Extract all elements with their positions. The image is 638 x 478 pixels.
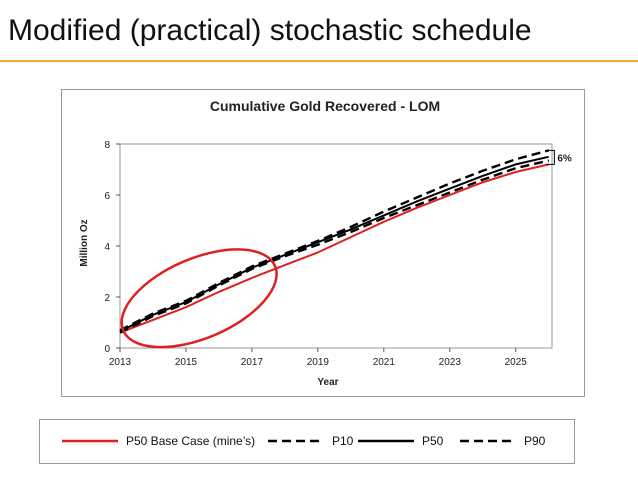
legend-swatch-p90 (460, 439, 516, 443)
x-tick-label: 2019 (307, 357, 330, 368)
series-line-1 (119, 159, 549, 334)
y-tick-label: 4 (104, 242, 110, 253)
x-tick-label: 2017 (241, 357, 264, 368)
legend-swatch-p50 (358, 439, 414, 443)
highlight-ellipse (120, 248, 278, 349)
y-tick-label: 6 (104, 191, 110, 202)
range-bracket (546, 149, 555, 165)
legend-label-p90: P90 (524, 434, 546, 448)
legend: P50 Base Case (mine’s) P10 P50 P90 (39, 419, 575, 464)
y-tick-label: 2 (104, 293, 110, 304)
legend-label-p10: P10 (332, 434, 354, 448)
legend-swatch-p10 (268, 439, 324, 443)
x-tick-label: 2021 (373, 357, 396, 368)
y-tick-label: 0 (104, 344, 110, 355)
legend-swatch-p50-base (62, 439, 118, 443)
chart-frame: Cumulative Gold Recovered - LOM Million … (61, 89, 585, 397)
range-bracket-label: 6% (557, 153, 572, 164)
y-axis-label: Million Oz (79, 219, 90, 266)
x-tick-label: 2023 (439, 357, 462, 368)
title-rule (0, 60, 638, 62)
x-axis-label: Year (317, 377, 338, 388)
slide-title: Modified (practical) stochastic schedule (8, 14, 532, 47)
x-tick-label: 2025 (505, 357, 528, 368)
legend-label-p50-base: P50 Base Case (mine’s) (126, 434, 256, 448)
x-tick-label: 2015 (175, 357, 198, 368)
legend-item-p10: P10 (268, 431, 353, 451)
legend-item-p90: P90 (460, 431, 545, 451)
chart-svg: Cumulative Gold Recovered - LOM Million … (79, 98, 572, 388)
legend-item-p50-base: P50 Base Case (mine’s) (62, 431, 255, 451)
legend-item-p50: P50 (358, 431, 443, 451)
legend-label-p50: P50 (422, 434, 444, 448)
chart-title: Cumulative Gold Recovered - LOM (210, 98, 440, 114)
y-tick-label: 8 (104, 140, 110, 151)
x-tick-label: 2013 (109, 357, 132, 368)
series-line-3 (119, 149, 550, 332)
series-line-0 (119, 163, 549, 334)
